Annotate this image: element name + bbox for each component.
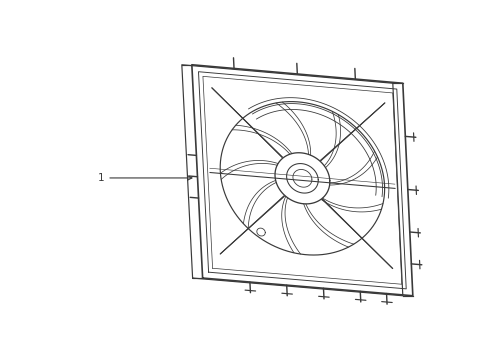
Text: 1: 1 xyxy=(98,173,105,183)
